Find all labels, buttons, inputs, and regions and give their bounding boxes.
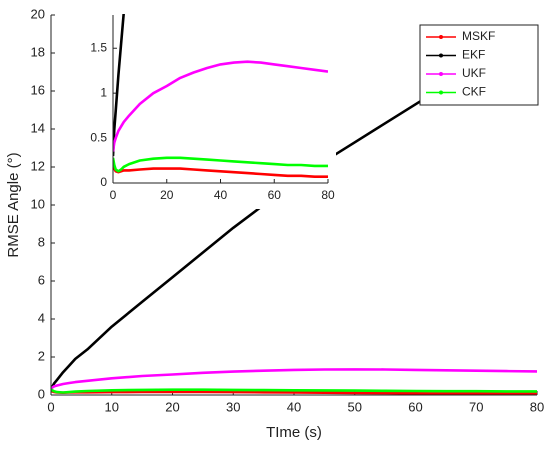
- x-tick-label: 30: [226, 399, 240, 414]
- y-tick-label: 20: [31, 6, 45, 21]
- x-tick-label: 60: [268, 188, 282, 202]
- plot-lines: [113, 14, 328, 178]
- y-tick-label: 2: [38, 348, 45, 363]
- x-tick-label: 10: [105, 399, 119, 414]
- legend-label: EKF: [462, 48, 485, 62]
- y-tick-label: 18: [31, 44, 45, 59]
- legend-marker: [439, 72, 443, 76]
- x-axis-label: TIme (s): [266, 424, 322, 441]
- x-tick-label: 80: [530, 399, 544, 414]
- y-tick-label: 16: [31, 82, 45, 97]
- x-tick-label: 0: [47, 399, 54, 414]
- legend-label: CKF: [462, 85, 486, 99]
- y-tick-label: 1: [100, 85, 107, 99]
- x-tick-label: 40: [287, 399, 301, 414]
- x-tick-label: 40: [214, 188, 228, 202]
- y-tick-label: 8: [38, 234, 45, 249]
- x-tick-label: 0: [110, 188, 117, 202]
- x-tick-label: 60: [408, 399, 422, 414]
- legend-marker: [439, 90, 443, 95]
- x-tick-label: 50: [348, 399, 362, 414]
- y-tick-label: 14: [31, 120, 45, 135]
- legend-marker: [439, 35, 443, 39]
- y-tick-label: 1.5: [90, 40, 107, 54]
- y-tick-label: 0: [38, 386, 45, 401]
- x-tick-label: 70: [469, 399, 483, 414]
- y-tick-label: 12: [31, 158, 45, 173]
- y-tick-label: 10: [31, 196, 45, 211]
- y-tick-label: 6: [38, 272, 45, 287]
- series-line: [51, 388, 537, 394]
- y-tick-label: 0.5: [90, 130, 107, 144]
- legend-label: UKF: [462, 66, 486, 80]
- x-tick-label: 20: [165, 399, 179, 414]
- y-tick-label: 0: [100, 175, 107, 189]
- x-tick-label: 20: [160, 188, 174, 202]
- x-tick-label: 80: [321, 188, 335, 202]
- series-line: [51, 368, 537, 390]
- y-axis-label: RMSE Angle (°): [5, 152, 22, 257]
- series-line: [113, 156, 328, 173]
- y-tick-label: 4: [38, 310, 45, 325]
- series-line: [113, 14, 125, 157]
- series-line: [113, 60, 328, 152]
- legend-label: MSKF: [462, 29, 495, 43]
- legend-marker: [439, 53, 443, 58]
